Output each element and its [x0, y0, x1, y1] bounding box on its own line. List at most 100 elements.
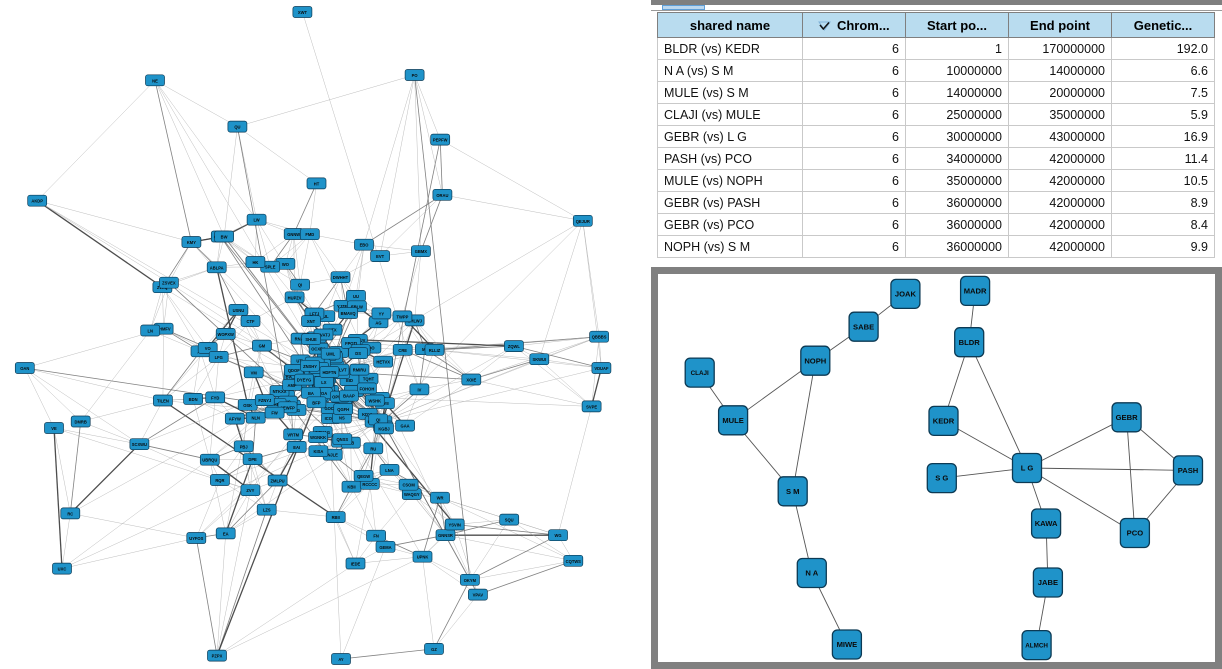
svg-text:UPNK: UPNK — [417, 555, 429, 560]
svg-text:KMY: KMY — [187, 240, 196, 245]
svg-text:LX: LX — [321, 380, 327, 385]
svg-text:QI: QI — [298, 283, 302, 288]
svg-text:SABE: SABE — [853, 322, 874, 331]
svg-text:FZNYJ: FZNYJ — [258, 398, 271, 403]
svg-text:S M: S M — [786, 487, 800, 496]
svg-text:BDN: BDN — [189, 397, 198, 402]
svg-text:EA: EA — [223, 531, 229, 536]
svg-text:WOPXW: WOPXW — [218, 332, 235, 337]
svg-text:QGFH: QGFH — [337, 407, 349, 412]
svg-text:USNU: USNU — [233, 308, 245, 313]
svg-text:LNA: LNA — [385, 468, 393, 473]
svg-text:NOPH: NOPH — [804, 356, 826, 365]
svg-text:UYFOS: UYFOS — [189, 536, 203, 541]
svg-text:RC: RC — [67, 511, 73, 516]
svg-text:ZSVEX: ZSVEX — [162, 281, 176, 286]
svg-text:BFP: BFP — [312, 400, 320, 405]
svg-text:RMIRU: RMIRU — [353, 368, 366, 373]
svg-text:PASH: PASH — [1178, 466, 1199, 475]
svg-text:EBO: EBO — [360, 243, 370, 248]
svg-text:YSVIN: YSVIN — [449, 523, 461, 528]
svg-text:NE: NE — [152, 78, 158, 83]
svg-text:DWHHT: DWHHT — [333, 275, 349, 280]
svg-text:UXC: UXC — [58, 567, 67, 572]
svg-text:JABE: JABE — [1038, 578, 1058, 587]
svg-text:WSHK: WSHK — [369, 399, 382, 404]
svg-text:BMAVQ: BMAVQ — [341, 311, 357, 316]
svg-text:PZPX: PZPX — [212, 654, 223, 659]
svg-text:FN: FN — [373, 534, 379, 539]
svg-text:VM: VM — [251, 370, 258, 375]
svg-text:MADR: MADR — [964, 287, 987, 296]
svg-text:SQU: SQU — [505, 518, 514, 523]
svg-text:YY: YY — [379, 311, 385, 316]
svg-text:HK: HK — [252, 260, 258, 265]
svg-text:QEJUR: QEJUR — [576, 219, 590, 224]
svg-text:AY: AY — [338, 657, 344, 662]
svg-text:RQR: RQR — [215, 478, 224, 483]
svg-text:FOHOH: FOHOH — [360, 386, 375, 391]
svg-text:AG: AG — [375, 320, 381, 325]
svg-text:BW: BW — [221, 235, 228, 240]
svg-text:GNNW: GNNW — [287, 232, 300, 237]
svg-text:GM: GM — [259, 344, 266, 349]
svg-text:HETVX: HETVX — [376, 360, 390, 365]
svg-text:QNSS: QNSS — [336, 437, 348, 442]
svg-text:RU: RU — [370, 446, 376, 451]
svg-text:ORAU: ORAU — [436, 193, 448, 198]
svg-text:EAI: EAI — [293, 445, 300, 450]
svg-text:XWT: XWT — [298, 10, 308, 15]
svg-text:NLN: NLN — [251, 416, 259, 421]
svg-text:TILEN: TILEN — [157, 399, 169, 404]
svg-text:WGNKK: WGNKK — [310, 435, 326, 440]
svg-text:NJLE: NJLE — [327, 453, 338, 458]
svg-text:UBRQU: UBRQU — [202, 458, 217, 463]
svg-text:VO: VO — [205, 346, 212, 351]
svg-text:ZMLPU: ZMLPU — [271, 479, 285, 484]
svg-text:XOIE: XOIE — [466, 378, 476, 383]
svg-text:ZNSHY: ZNSHY — [303, 364, 317, 369]
svg-text:FMD: FMD — [305, 232, 314, 237]
svg-text:FYD: FYD — [211, 395, 219, 400]
svg-text:PCO: PCO — [1127, 529, 1144, 538]
svg-text:QI: QI — [376, 417, 380, 422]
svg-text:VPAV: VPAV — [473, 593, 484, 598]
svg-text:SHUE: SHUE — [305, 337, 317, 342]
svg-text:IV: IV — [417, 387, 421, 392]
svg-text:PEPFW: PEPFW — [433, 138, 448, 143]
svg-text:MIWE: MIWE — [837, 640, 858, 649]
svg-text:UML: UML — [326, 352, 335, 357]
svg-text:LW: LW — [254, 218, 260, 223]
svg-text:UU: UU — [353, 294, 359, 299]
svg-text:WG: WG — [554, 533, 561, 538]
svg-text:OKYM: OKYM — [464, 578, 477, 583]
svg-text:LFG: LFG — [215, 355, 223, 360]
svg-text:VDUAF: VDUAF — [594, 366, 609, 371]
svg-text:NS: NS — [339, 416, 345, 421]
svg-text:KBII: KBII — [347, 485, 355, 490]
svg-text:KISA: KISA — [314, 449, 324, 454]
svg-text:EVT: EVT — [376, 254, 384, 259]
svg-text:QEGW: QEGW — [357, 474, 370, 479]
svg-text:WO: WO — [282, 262, 290, 267]
svg-text:CLAJI: CLAJI — [691, 370, 709, 377]
svg-text:IEDE: IEDE — [351, 562, 361, 567]
svg-text:GEBR: GEBR — [1116, 413, 1138, 422]
svg-text:GEMA: GEMA — [379, 545, 391, 550]
svg-text:RBII: RBII — [332, 515, 340, 520]
svg-text:GNNSR: GNNSR — [438, 533, 453, 538]
svg-text:BLDR: BLDR — [959, 338, 981, 347]
svg-text:HT: HT — [314, 181, 320, 186]
svg-text:CRE: CRE — [398, 348, 407, 353]
svg-text:CSOM: CSOM — [402, 483, 415, 488]
svg-text:OSK: OSK — [243, 403, 252, 408]
svg-text:DYEYG: DYEYG — [297, 378, 311, 383]
svg-text:DS: DS — [355, 351, 361, 356]
svg-text:KEDR: KEDR — [933, 417, 955, 426]
svg-text:ZVY: ZVY — [246, 488, 254, 493]
svg-text:SKWUI: SKWUI — [532, 357, 546, 362]
svg-text:QDOF: QDOF — [288, 368, 300, 373]
svg-text:GBMX: GBMX — [415, 249, 428, 254]
svg-text:OAN: OAN — [20, 366, 29, 371]
svg-text:DMRB: DMRB — [75, 420, 87, 425]
